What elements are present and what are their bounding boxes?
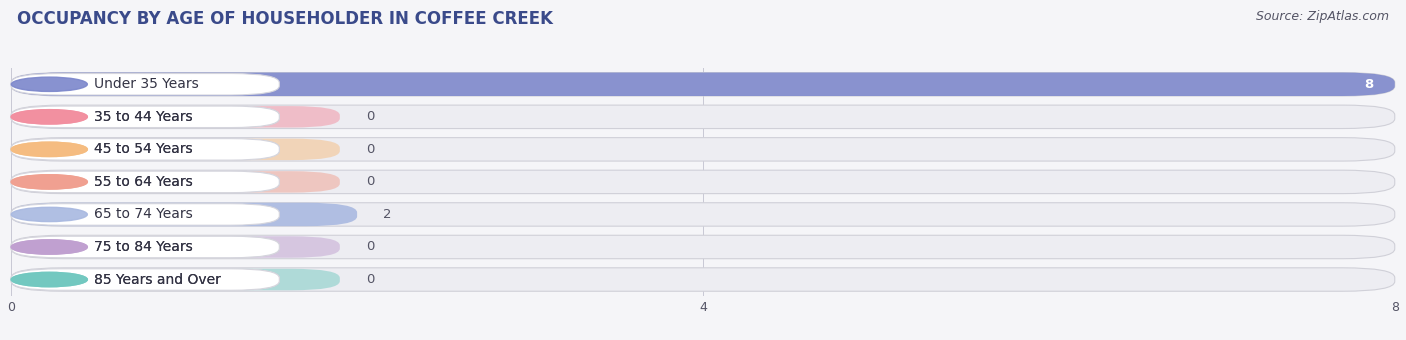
Text: 55 to 64 Years: 55 to 64 Years (94, 175, 193, 189)
Circle shape (11, 240, 87, 254)
Text: Under 35 Years: Under 35 Years (94, 77, 200, 91)
Text: 85 Years and Over: 85 Years and Over (94, 273, 221, 287)
Text: 65 to 74 Years: 65 to 74 Years (94, 207, 193, 221)
Circle shape (11, 175, 87, 189)
FancyBboxPatch shape (11, 203, 357, 226)
Text: 0: 0 (366, 240, 374, 254)
Text: 45 to 54 Years: 45 to 54 Years (94, 142, 193, 156)
FancyBboxPatch shape (11, 236, 340, 258)
FancyBboxPatch shape (11, 106, 340, 128)
FancyBboxPatch shape (11, 236, 280, 258)
Circle shape (11, 110, 87, 124)
Text: 75 to 84 Years: 75 to 84 Years (94, 240, 193, 254)
FancyBboxPatch shape (11, 170, 1395, 193)
FancyBboxPatch shape (11, 72, 1395, 96)
FancyBboxPatch shape (11, 236, 280, 258)
FancyBboxPatch shape (11, 106, 280, 128)
Text: Source: ZipAtlas.com: Source: ZipAtlas.com (1256, 10, 1389, 23)
Text: 75 to 84 Years: 75 to 84 Years (94, 240, 193, 254)
FancyBboxPatch shape (11, 139, 340, 160)
Circle shape (11, 240, 87, 254)
FancyBboxPatch shape (11, 171, 280, 193)
FancyBboxPatch shape (11, 73, 280, 95)
Text: 85 Years and Over: 85 Years and Over (94, 273, 221, 287)
Circle shape (11, 142, 87, 156)
Text: 2: 2 (382, 208, 391, 221)
FancyBboxPatch shape (11, 171, 340, 193)
FancyBboxPatch shape (11, 269, 280, 290)
Text: 0: 0 (366, 273, 374, 286)
Circle shape (11, 142, 87, 156)
Text: 35 to 44 Years: 35 to 44 Years (94, 110, 193, 124)
Circle shape (11, 272, 87, 287)
Text: 0: 0 (366, 110, 374, 123)
FancyBboxPatch shape (11, 139, 280, 160)
FancyBboxPatch shape (11, 269, 340, 290)
FancyBboxPatch shape (11, 105, 1395, 129)
Circle shape (11, 207, 87, 222)
Text: 55 to 64 Years: 55 to 64 Years (94, 175, 193, 189)
FancyBboxPatch shape (11, 106, 280, 128)
Circle shape (11, 175, 87, 189)
FancyBboxPatch shape (11, 269, 280, 290)
Circle shape (11, 77, 87, 91)
Text: 45 to 54 Years: 45 to 54 Years (94, 142, 193, 156)
Text: 8: 8 (1365, 78, 1374, 91)
FancyBboxPatch shape (11, 171, 280, 193)
FancyBboxPatch shape (11, 268, 1395, 291)
FancyBboxPatch shape (11, 72, 1395, 96)
FancyBboxPatch shape (11, 139, 280, 160)
Circle shape (11, 272, 87, 287)
Text: OCCUPANCY BY AGE OF HOUSEHOLDER IN COFFEE CREEK: OCCUPANCY BY AGE OF HOUSEHOLDER IN COFFE… (17, 10, 553, 28)
FancyBboxPatch shape (11, 235, 1395, 259)
FancyBboxPatch shape (11, 203, 1395, 226)
FancyBboxPatch shape (11, 204, 280, 225)
Text: 0: 0 (366, 143, 374, 156)
Text: 0: 0 (366, 175, 374, 188)
Circle shape (11, 110, 87, 124)
Text: 35 to 44 Years: 35 to 44 Years (94, 110, 193, 124)
FancyBboxPatch shape (11, 138, 1395, 161)
